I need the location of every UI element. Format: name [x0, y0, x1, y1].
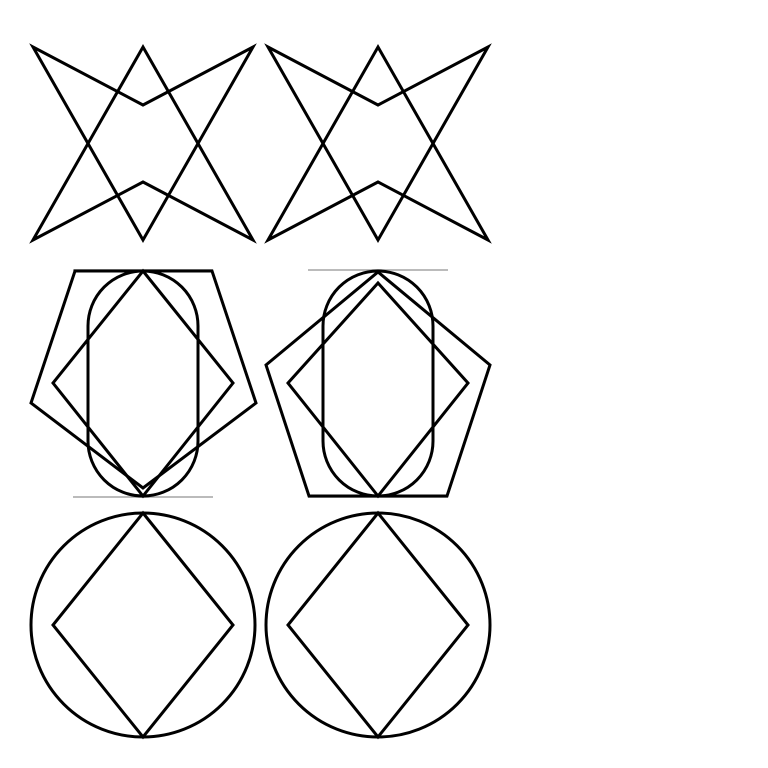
star-down [29, 43, 257, 244]
star-down [264, 43, 492, 244]
star-right [264, 43, 492, 244]
diamond [51, 268, 235, 499]
star-up [29, 43, 257, 244]
diamond [51, 510, 235, 740]
circle-group-left [29, 510, 257, 740]
stadium [86, 269, 200, 498]
star-up [264, 43, 492, 244]
diamond [286, 510, 470, 740]
shape-group-right [264, 269, 492, 499]
diamond [286, 280, 470, 499]
star-left [29, 43, 257, 244]
pentagon [264, 270, 492, 498]
circle [264, 511, 492, 739]
circle [29, 511, 257, 739]
shape-group-left [29, 268, 258, 499]
pentagon [29, 269, 258, 490]
circle-group-right [264, 510, 492, 740]
